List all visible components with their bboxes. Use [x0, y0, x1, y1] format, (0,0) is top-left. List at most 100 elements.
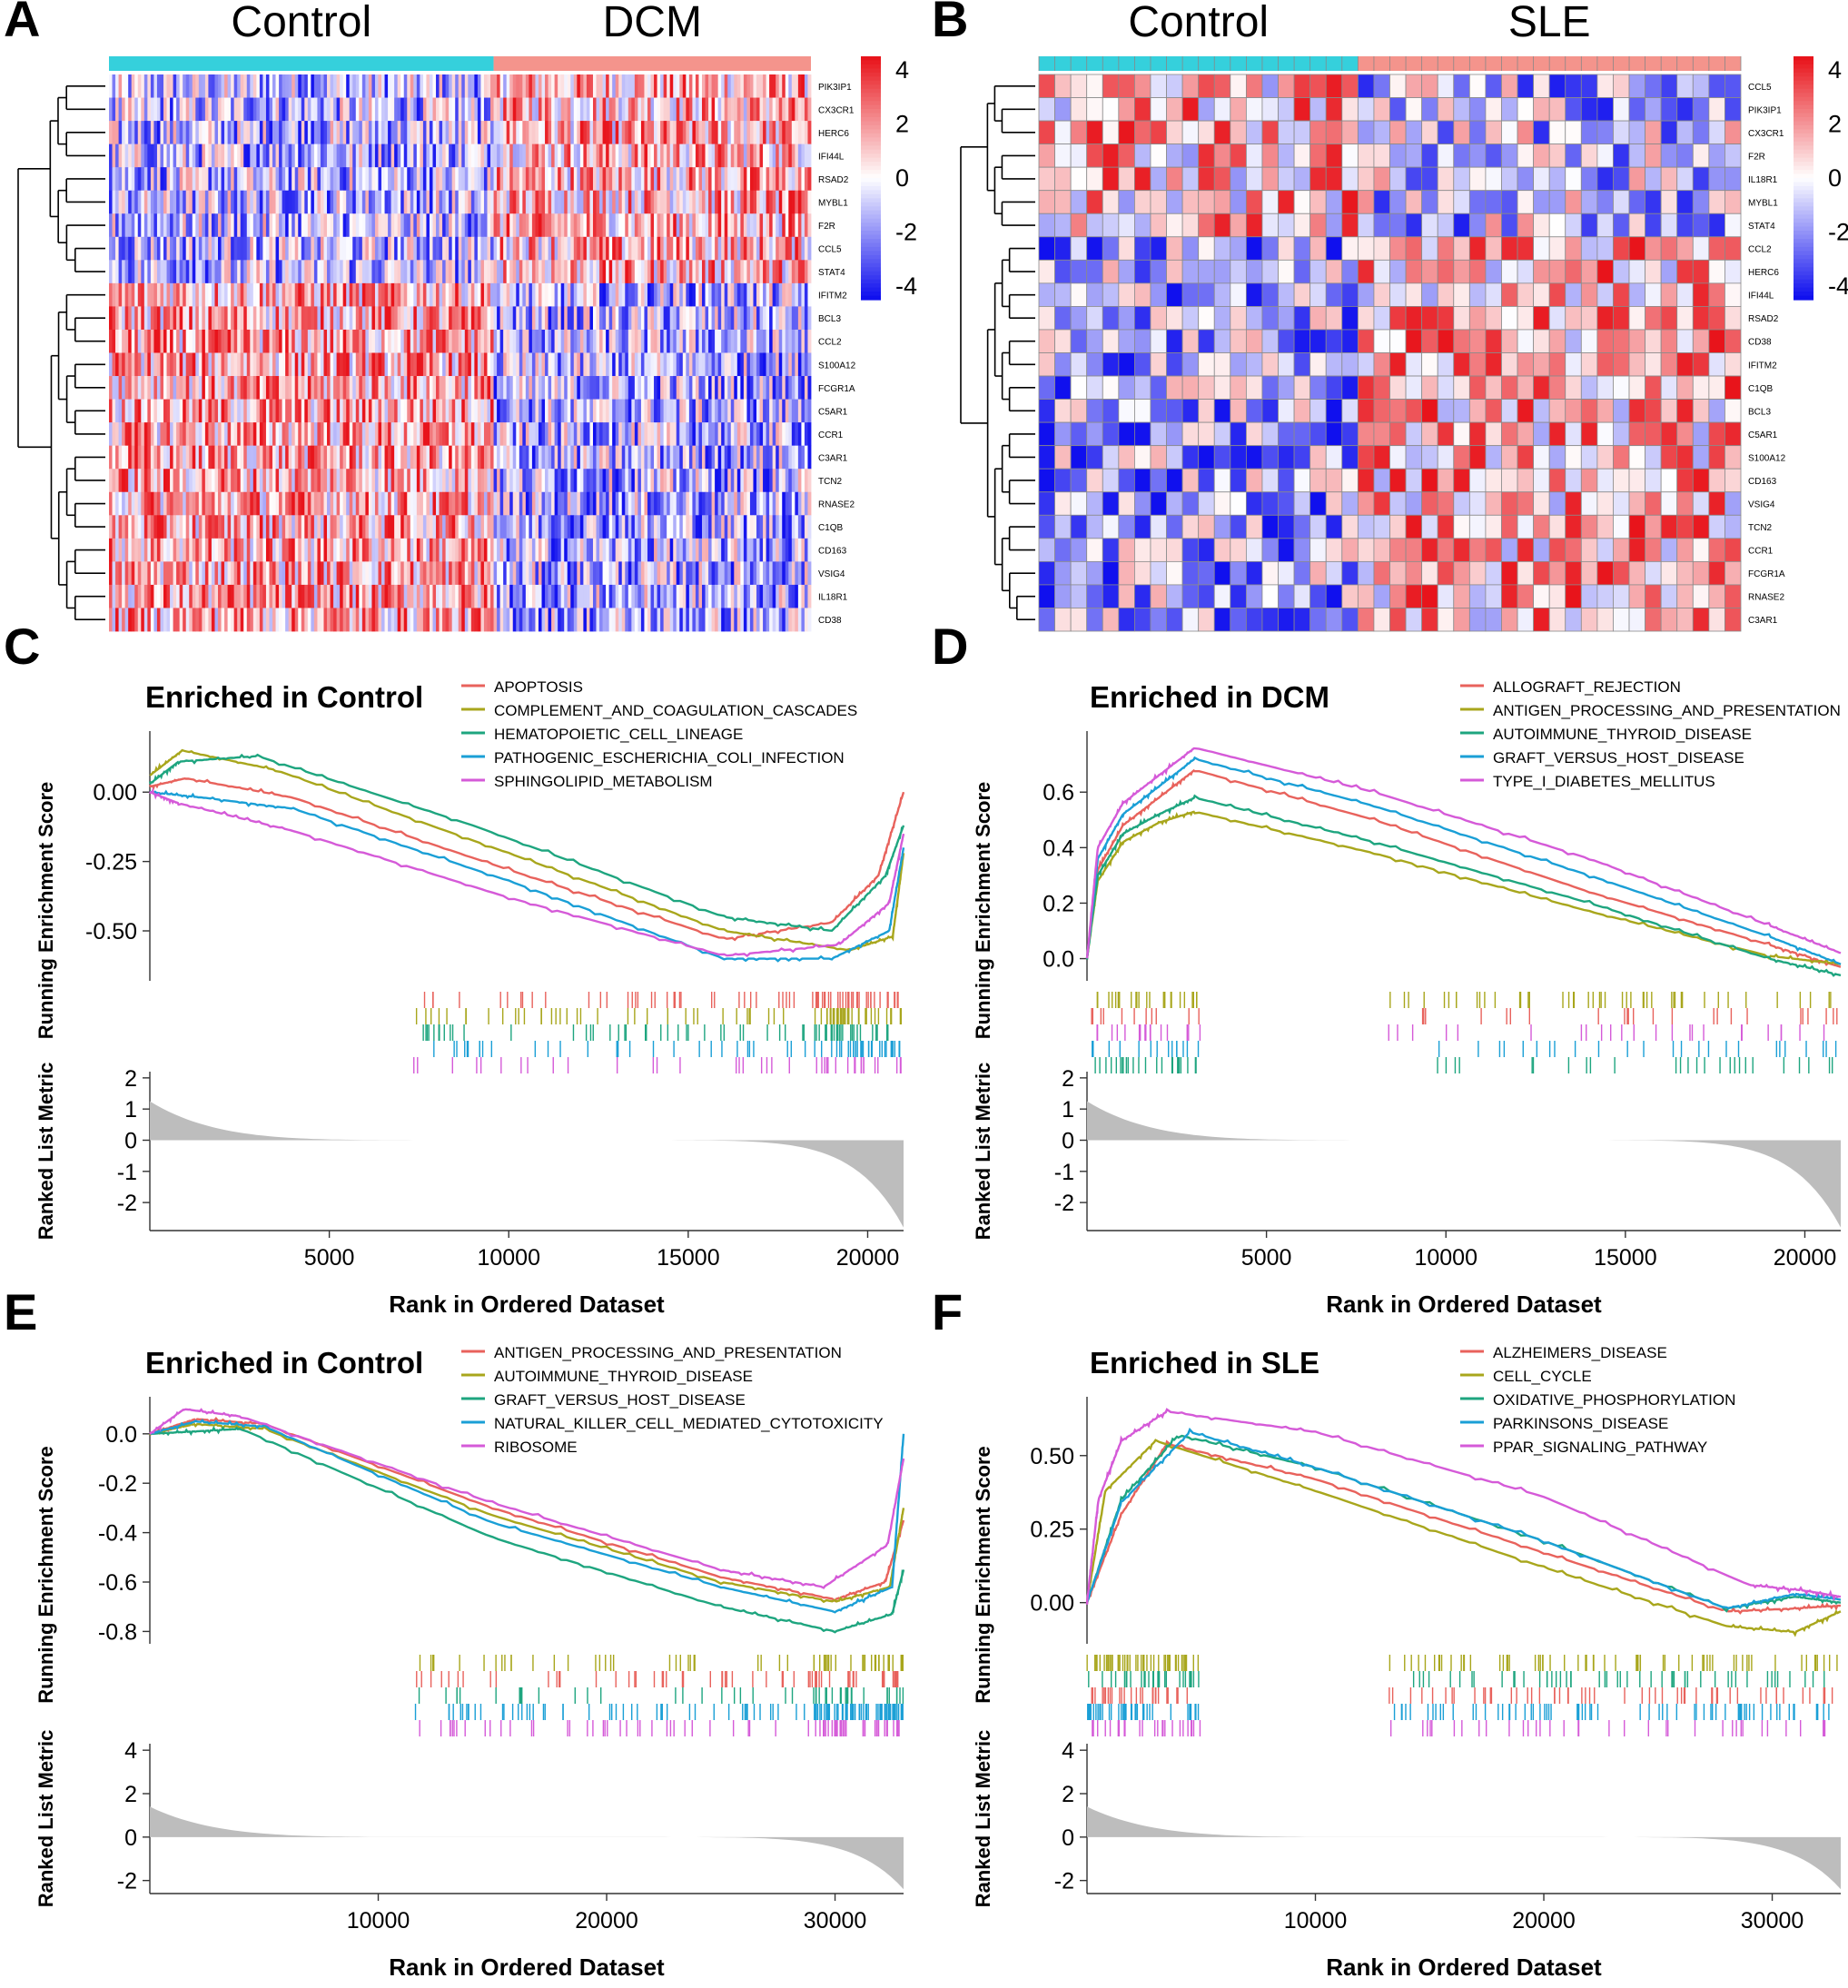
heatmap-cell [183, 97, 187, 122]
heatmap-cell [631, 213, 636, 238]
heatmap-cell [361, 376, 366, 400]
heatmap-cell [240, 167, 244, 192]
heatmap-cell [599, 213, 603, 238]
heatmap-cell [378, 143, 382, 168]
heatmap-cell [551, 584, 556, 608]
heatmap-cell [413, 422, 418, 447]
heatmap-cell [420, 121, 424, 145]
heatmap-cell [804, 167, 808, 192]
heatmap-cell [115, 190, 119, 214]
heatmap-cell [644, 282, 648, 307]
heatmap-cell [269, 469, 273, 493]
heatmap-cell [637, 306, 642, 331]
heatmap-cell [429, 282, 433, 307]
heatmap-cell [320, 515, 324, 539]
heatmap-cell [577, 538, 581, 562]
heatmap-cell [795, 445, 799, 470]
heatmap-cell [163, 399, 167, 423]
heatmap-cell [564, 213, 568, 238]
heatmap-cell [538, 74, 542, 98]
heatmap-cell [166, 167, 171, 192]
heatmap-cell [285, 167, 290, 192]
heatmap-cell [147, 306, 152, 331]
heatmap-cell [166, 143, 171, 168]
heatmap-cell [243, 538, 248, 562]
heatmap-cell [715, 538, 719, 562]
heatmap-cell [231, 399, 235, 423]
heatmap-cell [743, 97, 747, 122]
heatmap-cell [602, 445, 607, 470]
heatmap-cell [403, 260, 408, 284]
heatmap-cell [612, 445, 617, 470]
heatmap-cell [715, 422, 719, 447]
heatmap-cell [545, 561, 548, 586]
heatmap-cell [272, 584, 276, 608]
heatmap-cell [285, 74, 290, 98]
heatmap-cell [292, 121, 296, 145]
heatmap-cell [599, 469, 603, 493]
heatmap-cell [512, 282, 517, 307]
heatmap-cell [336, 352, 341, 377]
heatmap-cell [371, 143, 376, 168]
heatmap-cell [458, 538, 462, 562]
heatmap-cell [692, 329, 697, 353]
heatmap-cell [185, 515, 190, 539]
heatmap-cell [407, 143, 411, 168]
heatmap-cell [432, 143, 437, 168]
heatmap-cell [464, 538, 469, 562]
heatmap-cell [227, 561, 232, 586]
heatmap-cell [179, 399, 183, 423]
heatmap-cell [564, 515, 568, 539]
heatmap-cell [218, 352, 222, 377]
heatmap-cell [785, 97, 789, 122]
heatmap-cell [378, 561, 382, 586]
heatmap-cell [301, 260, 305, 284]
heatmap-cell [512, 74, 517, 98]
heatmap-cell [416, 143, 420, 168]
heatmap-cell [596, 538, 600, 562]
heatmap-cell [279, 399, 283, 423]
heatmap-cell [371, 74, 376, 98]
heatmap-cell [612, 167, 617, 192]
heatmap-cell [227, 469, 232, 493]
heatmap-cell [625, 469, 629, 493]
heatmap-cell [535, 538, 539, 562]
heatmap-cell [410, 422, 414, 447]
heatmap-cell [461, 329, 466, 353]
heatmap-cell [788, 97, 793, 122]
heatmap-cell [292, 236, 296, 261]
heatmap-cell [778, 236, 783, 261]
heatmap-cell [615, 538, 619, 562]
heatmap-cell [554, 445, 558, 470]
heatmap-cell [317, 260, 321, 284]
heatmap-cell [564, 376, 568, 400]
heatmap-cell [497, 329, 501, 353]
heatmap-cell [647, 352, 651, 377]
heatmap-cell [743, 74, 747, 98]
heatmap-cell [717, 190, 722, 214]
heatmap-cell [736, 515, 741, 539]
heatmap-cell [218, 538, 222, 562]
heatmap-cell [275, 491, 280, 516]
heatmap-cell [313, 97, 318, 122]
heatmap-cell [141, 515, 145, 539]
heatmap-cell [673, 260, 677, 284]
heatmap-cell [740, 469, 745, 493]
heatmap-cell [558, 376, 562, 400]
heatmap-cell [397, 329, 401, 353]
heatmap-cell [371, 260, 376, 284]
heatmap-cell [583, 329, 588, 353]
heatmap-cell [279, 282, 283, 307]
heatmap-cell [221, 306, 225, 331]
heatmap-cell [259, 167, 263, 192]
heatmap-cell [218, 515, 222, 539]
heatmap-cell [173, 469, 177, 493]
heatmap-cell [564, 260, 568, 284]
heatmap-cell [449, 352, 453, 377]
heatmap-cell [778, 515, 783, 539]
heatmap-cell [589, 469, 594, 493]
heatmap-cell [727, 306, 732, 331]
heatmap-cell [548, 445, 552, 470]
heatmap-cell [705, 515, 709, 539]
heatmap-cell [211, 282, 215, 307]
